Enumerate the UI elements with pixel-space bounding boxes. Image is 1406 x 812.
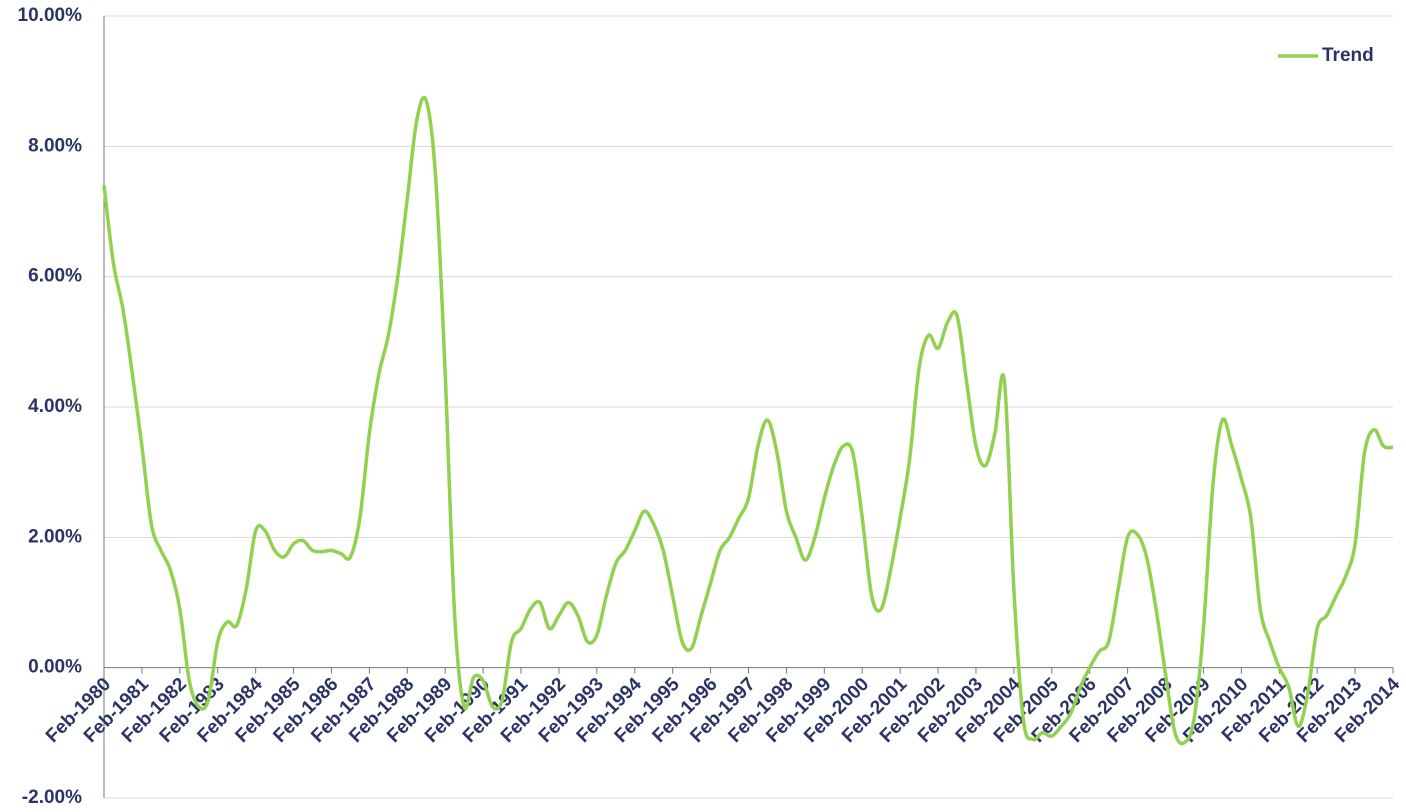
line-series — [102, 95, 1394, 746]
y-tick-label: 8.00% — [28, 135, 82, 156]
y-tick-label: 6.00% — [28, 266, 82, 287]
legend-label: Trend — [1322, 45, 1374, 66]
y-tick-label: 0.00% — [28, 657, 82, 678]
y-tick-label: 2.00% — [28, 526, 82, 547]
y-tick-label: 10.00% — [18, 5, 83, 26]
y-tick-label: 4.00% — [28, 396, 82, 417]
y-tick-label: -2.00% — [22, 787, 82, 808]
